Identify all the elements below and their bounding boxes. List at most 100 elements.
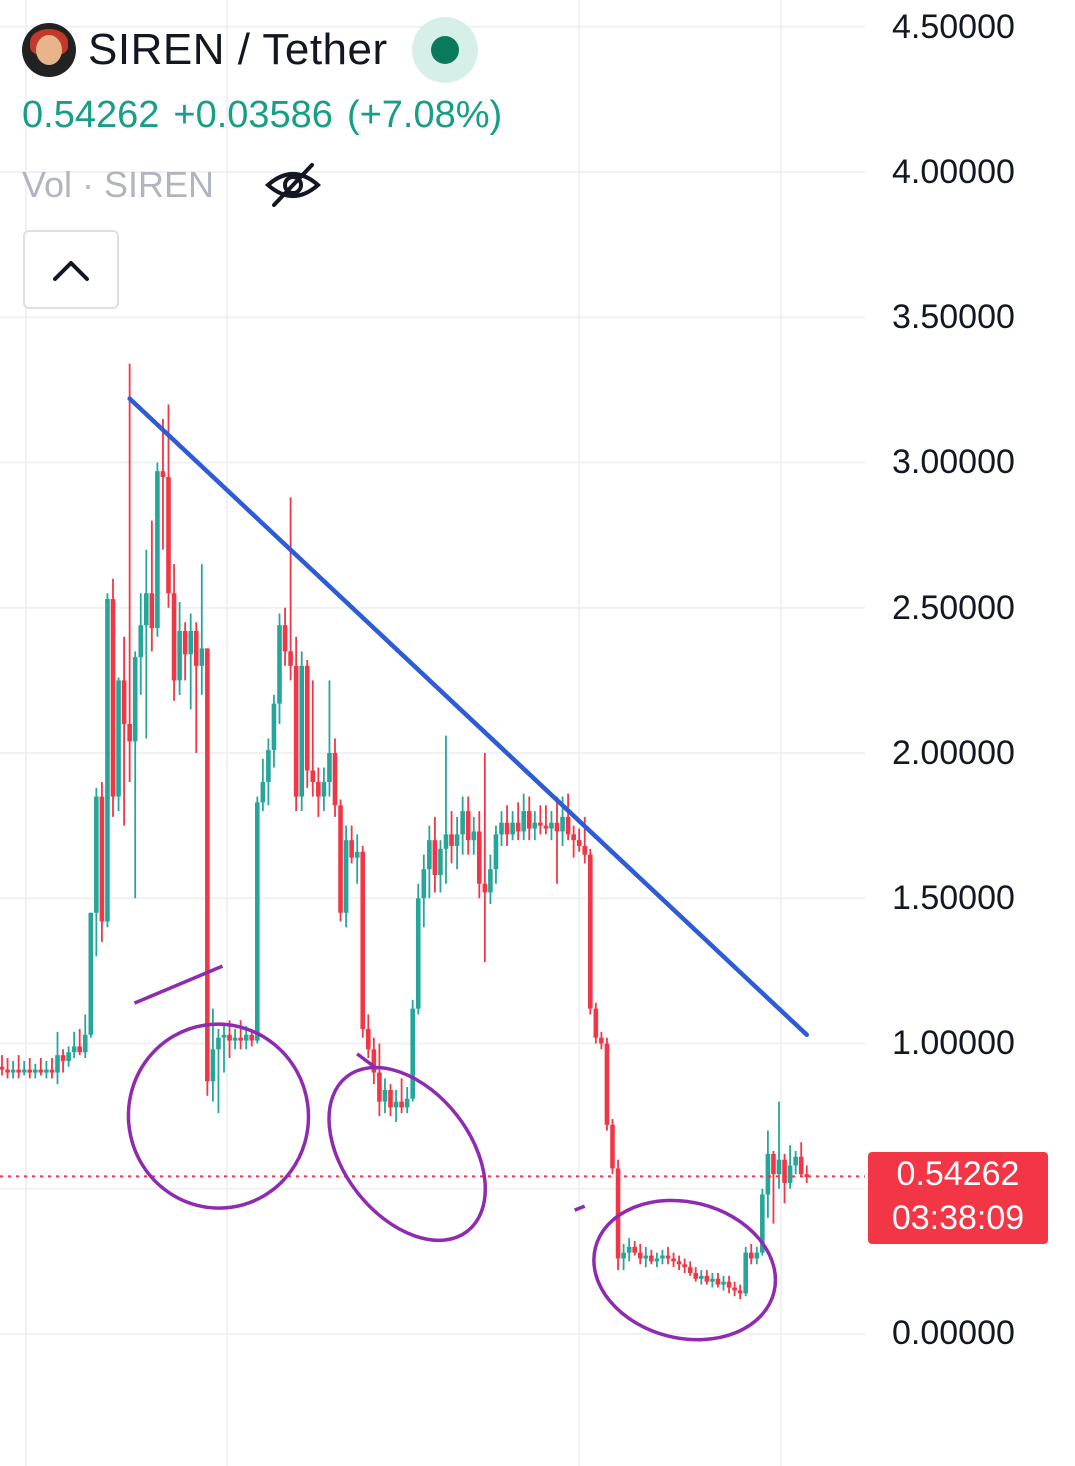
- candle-body: [49, 1069, 55, 1073]
- candle-down: [205, 648, 210, 1096]
- candle-down: [665, 1246, 671, 1265]
- candle-body: [205, 648, 210, 1082]
- candle-body: [0, 1066, 5, 1070]
- candle-body: [443, 834, 449, 849]
- candle-up: [488, 854, 493, 905]
- hide-indicator-eye-icon[interactable]: [264, 161, 322, 209]
- candle-body: [626, 1246, 632, 1253]
- candle-down: [637, 1243, 643, 1265]
- candle-body: [199, 648, 205, 666]
- candle-body: [654, 1258, 660, 1262]
- candle-down: [282, 607, 288, 666]
- candle-body: [532, 822, 538, 829]
- candle-up: [343, 825, 349, 928]
- candle-body: [193, 630, 199, 666]
- candle-up: [532, 811, 538, 841]
- candle-body: [710, 1278, 715, 1282]
- candle-body: [110, 599, 116, 797]
- candle-up: [232, 1028, 238, 1050]
- candle-down: [60, 1049, 66, 1073]
- candle-up: [266, 738, 271, 806]
- candle-down: [565, 793, 571, 841]
- candle-down: [110, 578, 116, 817]
- candle-body: [271, 703, 277, 751]
- candle-up: [793, 1150, 798, 1175]
- candle-up: [404, 1087, 410, 1114]
- market-status-indicator[interactable]: [411, 17, 478, 83]
- candle-body: [804, 1174, 810, 1178]
- candle-body: [549, 822, 554, 829]
- candle-up: [21, 1060, 27, 1076]
- candle-body: [27, 1069, 33, 1073]
- candle-body: [182, 630, 188, 655]
- candle-body: [754, 1252, 760, 1259]
- candle-down: [732, 1281, 737, 1297]
- candle-body: [221, 1034, 227, 1038]
- candle-down: [593, 1002, 599, 1044]
- candle-body: [55, 1055, 60, 1073]
- market-open-dot-icon: [430, 36, 459, 64]
- candle-body: [560, 816, 565, 832]
- candle-body: [388, 1089, 393, 1108]
- candle-body: [60, 1055, 66, 1061]
- price-axis-label: 4.50000: [892, 8, 1015, 46]
- candle-down: [610, 1119, 615, 1175]
- candle-down: [0, 1055, 5, 1076]
- candle-body: [293, 665, 299, 797]
- candle-body: [149, 593, 155, 629]
- candle-body: [699, 1275, 704, 1279]
- candle-down: [649, 1249, 654, 1265]
- candle-down: [332, 738, 338, 817]
- annotation-circle: [592, 1198, 778, 1342]
- candle-down: [371, 1037, 377, 1085]
- candle-body: [216, 1037, 221, 1050]
- candle-body: [787, 1165, 793, 1183]
- candle-body: [499, 822, 504, 835]
- candle-body: [477, 831, 482, 884]
- candle-body: [366, 1028, 371, 1050]
- candle-up: [626, 1238, 632, 1262]
- collapse-legend-button[interactable]: [23, 230, 119, 309]
- chevron-up-icon: [53, 260, 89, 281]
- candle-up: [493, 825, 499, 884]
- annotation-stroke-tail: [356, 1052, 379, 1071]
- candle-down: [576, 828, 582, 852]
- candle-up: [454, 816, 460, 870]
- candle-up: [221, 1023, 227, 1073]
- symbol-title[interactable]: SIREN / Tether: [88, 25, 388, 74]
- candle-body: [410, 1008, 415, 1099]
- candle-down: [338, 799, 343, 922]
- candle-body: [660, 1255, 665, 1259]
- candle-up: [621, 1243, 626, 1271]
- candle-body: [105, 599, 110, 922]
- candlestick-series: [0, 363, 810, 1300]
- candle-body: [260, 782, 266, 803]
- candle-down: [771, 1150, 776, 1224]
- candle-body: [421, 869, 427, 899]
- candle-body: [427, 840, 432, 870]
- candle-body: [155, 471, 160, 629]
- candle-up: [88, 912, 94, 1038]
- price-axis-label: 2.00000: [892, 734, 1015, 772]
- candle-down: [238, 1020, 243, 1050]
- volume-indicator-label[interactable]: Vol · SIREN: [22, 164, 215, 205]
- candle-down: [804, 1165, 810, 1183]
- candle-body: [88, 912, 94, 1035]
- candle-body: [493, 834, 499, 870]
- candle-body: [316, 782, 321, 797]
- candle-body: [377, 1072, 382, 1102]
- annotation-stroke-tail: [574, 1204, 586, 1212]
- candle-body: [343, 840, 349, 913]
- candle-body: [432, 840, 438, 876]
- candle-body: [249, 1034, 255, 1041]
- candle-up: [410, 999, 415, 1102]
- candle-down: [149, 520, 155, 652]
- candle-up: [721, 1275, 726, 1291]
- candle-up: [55, 1031, 60, 1085]
- candle-body: [465, 811, 471, 841]
- candle-up: [82, 1014, 88, 1059]
- price-axis-label: 3.00000: [892, 443, 1015, 481]
- candle-down: [99, 782, 105, 942]
- candle-body: [715, 1278, 721, 1285]
